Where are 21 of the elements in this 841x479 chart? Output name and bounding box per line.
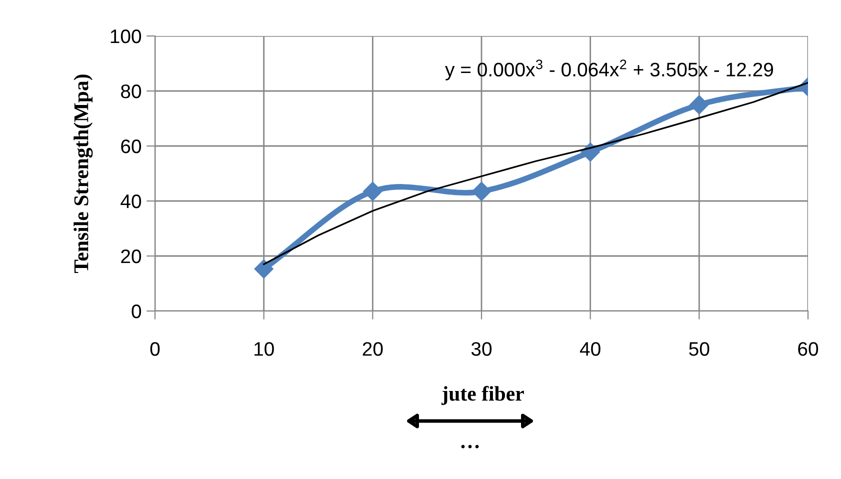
annotation: y = 0.000x$^{3}$ - 0.064x$^{2}$ + 3.505x - 12.29 [445, 60, 774, 80]
x-axis-title: jute fiber [441, 386, 524, 405]
point [254, 259, 274, 278]
y-tick-label: 80 [121, 84, 142, 98]
y-tick-label: 0 [132, 304, 142, 318]
x-tick-label: 0 [150, 342, 160, 356]
y-tick-label: 60 [121, 139, 142, 154]
y-tick-label: 100 [110, 29, 142, 44]
x-tick-label: 10 [254, 342, 274, 356]
y-tick-label: 40 [120, 194, 142, 208]
y-tick-label: 20 [121, 249, 142, 264]
point [472, 182, 492, 201]
x-tick-label: 40 [580, 342, 600, 356]
x-tick-label: 20 [362, 342, 383, 356]
text: … [461, 444, 479, 448]
point [690, 95, 709, 114]
x-tick-label: 50 [689, 342, 710, 356]
y-axis-title: Tensile Strength(Mpa) [74, 74, 93, 274]
point [363, 182, 382, 201]
x-tick-label: 30 [471, 342, 492, 356]
x-tick-label: 60 [798, 342, 818, 356]
